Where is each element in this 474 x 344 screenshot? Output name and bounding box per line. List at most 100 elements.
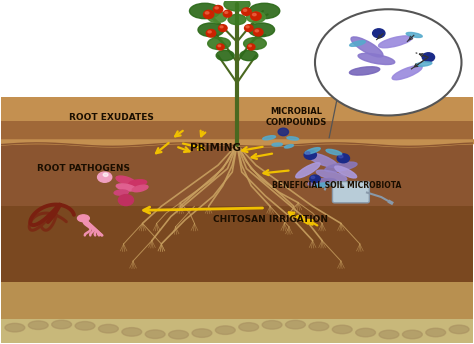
Ellipse shape (379, 36, 412, 48)
Ellipse shape (296, 163, 320, 178)
Bar (0, 282, 474, 319)
Ellipse shape (253, 13, 256, 16)
Ellipse shape (215, 326, 235, 334)
Ellipse shape (52, 320, 72, 329)
Ellipse shape (339, 155, 343, 158)
Ellipse shape (239, 323, 259, 331)
Ellipse shape (242, 8, 251, 15)
Ellipse shape (99, 324, 118, 333)
Ellipse shape (246, 12, 265, 23)
Ellipse shape (228, 14, 246, 25)
Ellipse shape (215, 7, 219, 9)
Ellipse shape (449, 325, 469, 334)
Ellipse shape (337, 154, 349, 163)
Ellipse shape (118, 195, 134, 206)
Ellipse shape (305, 148, 320, 154)
Ellipse shape (208, 31, 211, 33)
Ellipse shape (132, 185, 148, 192)
Ellipse shape (247, 44, 255, 50)
Ellipse shape (310, 175, 320, 183)
Ellipse shape (206, 30, 216, 37)
Ellipse shape (116, 184, 136, 191)
Ellipse shape (304, 150, 317, 159)
Ellipse shape (198, 23, 224, 37)
Ellipse shape (406, 32, 422, 37)
Ellipse shape (358, 53, 395, 65)
Ellipse shape (203, 10, 214, 19)
Ellipse shape (169, 330, 189, 339)
Ellipse shape (246, 26, 249, 28)
Bar (0, 1, 474, 144)
Ellipse shape (278, 128, 289, 136)
Ellipse shape (287, 137, 299, 140)
FancyBboxPatch shape (332, 182, 369, 203)
Ellipse shape (245, 25, 253, 32)
Ellipse shape (350, 41, 365, 46)
Ellipse shape (326, 149, 342, 155)
Ellipse shape (254, 29, 263, 36)
Bar (0, 319, 474, 343)
Ellipse shape (219, 25, 227, 32)
Ellipse shape (309, 322, 329, 331)
Ellipse shape (5, 323, 25, 332)
Bar (0, 97, 474, 121)
Circle shape (315, 9, 462, 116)
Ellipse shape (356, 328, 375, 337)
Ellipse shape (332, 325, 352, 334)
Ellipse shape (75, 322, 95, 330)
Ellipse shape (402, 330, 422, 339)
Ellipse shape (248, 23, 274, 37)
Ellipse shape (306, 153, 337, 168)
Text: ROOT PATHOGENS: ROOT PATHOGENS (37, 164, 130, 173)
Ellipse shape (306, 152, 310, 154)
Ellipse shape (244, 37, 266, 50)
Ellipse shape (98, 172, 112, 182)
Bar (0, 121, 474, 144)
Ellipse shape (129, 180, 146, 186)
Ellipse shape (225, 12, 228, 13)
Ellipse shape (216, 50, 234, 61)
Ellipse shape (116, 176, 136, 185)
Ellipse shape (308, 179, 336, 186)
Ellipse shape (426, 328, 446, 337)
Ellipse shape (284, 144, 293, 148)
Text: BENEFICIAL SOIL MICROBIOTA: BENEFICIAL SOIL MICROBIOTA (272, 181, 401, 190)
Text: PRIMING: PRIMING (190, 143, 241, 153)
Ellipse shape (208, 37, 230, 50)
Ellipse shape (392, 65, 422, 80)
Ellipse shape (251, 12, 261, 20)
Bar (0, 206, 474, 282)
Ellipse shape (316, 170, 346, 181)
Ellipse shape (349, 67, 380, 75)
Ellipse shape (114, 190, 128, 195)
Ellipse shape (103, 173, 108, 176)
Ellipse shape (28, 321, 48, 330)
Ellipse shape (285, 320, 305, 329)
Ellipse shape (77, 215, 89, 222)
Ellipse shape (145, 330, 165, 338)
Ellipse shape (262, 321, 282, 329)
Ellipse shape (218, 45, 221, 47)
Ellipse shape (213, 6, 223, 13)
Ellipse shape (272, 143, 283, 146)
Ellipse shape (192, 329, 212, 337)
Ellipse shape (224, 0, 250, 11)
Text: MICROBIAL
COMPOUNDS: MICROBIAL COMPOUNDS (265, 107, 327, 127)
Bar (0, 144, 474, 206)
Ellipse shape (311, 176, 315, 179)
Ellipse shape (208, 12, 227, 23)
Ellipse shape (220, 26, 223, 28)
Ellipse shape (263, 136, 275, 140)
Ellipse shape (422, 53, 435, 62)
Ellipse shape (249, 3, 280, 19)
Ellipse shape (416, 62, 432, 66)
Ellipse shape (190, 3, 220, 19)
Ellipse shape (351, 37, 383, 57)
Ellipse shape (243, 9, 246, 11)
Text: ROOT EXUDATES: ROOT EXUDATES (69, 113, 154, 122)
Ellipse shape (240, 50, 258, 61)
Ellipse shape (315, 183, 331, 187)
Ellipse shape (335, 166, 356, 178)
Text: CHITOSAN IRRIGATION: CHITOSAN IRRIGATION (212, 215, 328, 225)
Ellipse shape (205, 12, 209, 14)
